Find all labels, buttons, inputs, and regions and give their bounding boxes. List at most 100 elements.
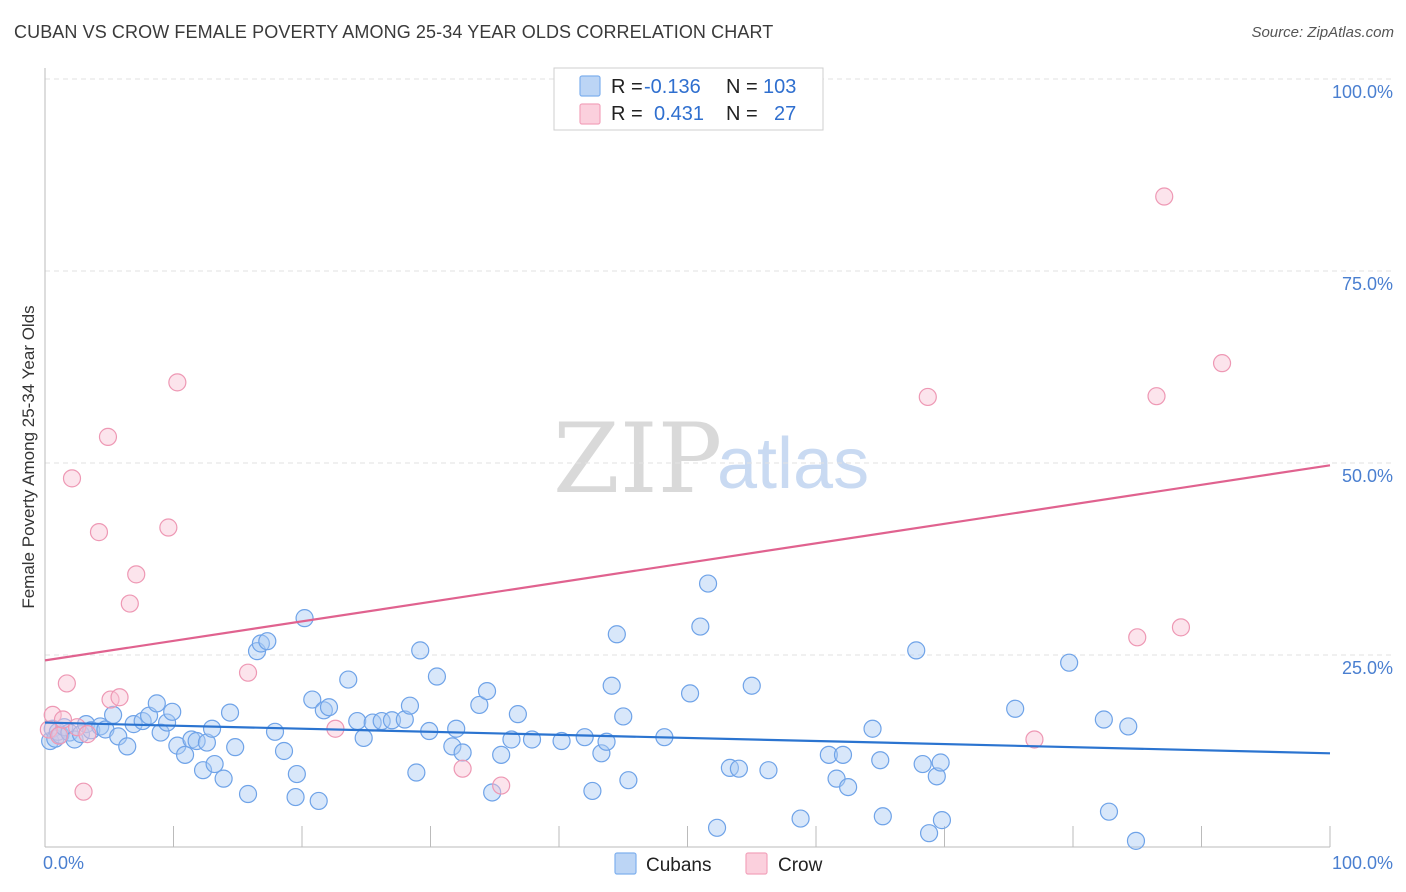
cubans-point xyxy=(1126,831,1146,850)
cubans-point xyxy=(791,809,810,828)
cubans-point xyxy=(295,609,314,628)
cubans-point xyxy=(411,641,430,660)
cubans-point xyxy=(508,705,527,724)
cubans-point xyxy=(400,696,420,715)
y-axis-label: Female Poverty Among 25-34 Year Olds xyxy=(19,305,38,608)
cubans-point xyxy=(303,690,322,709)
x-tick-label-min: 0.0% xyxy=(43,853,84,873)
bottom-legend-swatch-crow xyxy=(745,852,768,875)
crow-point xyxy=(57,674,76,693)
cubans-point xyxy=(927,767,946,786)
crow-point xyxy=(89,523,109,542)
cubans-point xyxy=(614,707,633,726)
cubans-point xyxy=(205,754,224,774)
cubans-point xyxy=(354,728,373,748)
crow-point xyxy=(168,373,187,392)
cubans-point xyxy=(919,824,939,843)
cubans-point xyxy=(729,759,749,778)
series-crow-points xyxy=(39,187,1232,801)
cubans-point xyxy=(907,641,926,660)
cubans-point xyxy=(118,737,137,756)
legend-swatch-cubans xyxy=(579,75,601,97)
cubans-point xyxy=(680,684,700,703)
crow-point xyxy=(50,726,69,745)
watermark-zip: ZIP xyxy=(553,403,722,515)
cubans-point xyxy=(395,710,414,729)
x-axis-ticks xyxy=(173,826,1331,847)
crow-point xyxy=(62,469,82,488)
cubans-point xyxy=(443,737,462,756)
cubans-point xyxy=(193,761,213,780)
cubans-point xyxy=(742,676,761,695)
crow-point xyxy=(453,759,472,778)
legend-r-label-cubans: R = xyxy=(611,76,643,98)
cubans-point xyxy=(447,719,466,738)
cubans-point xyxy=(109,727,128,746)
crow-point xyxy=(1147,387,1166,406)
cubans-point xyxy=(238,784,258,804)
cubans-point xyxy=(707,818,727,837)
crow-point xyxy=(918,387,937,407)
cubans-point xyxy=(597,732,616,751)
bottom-legend-label-crow: Crow xyxy=(778,855,823,876)
crow-point xyxy=(1171,618,1191,637)
cubans-point xyxy=(287,764,306,784)
cubans-point xyxy=(157,713,177,732)
cubans-point xyxy=(931,753,950,772)
y-axis-tick-labels: 25.0% 50.0% 75.0% 100.0% xyxy=(1332,82,1393,678)
cubans-point xyxy=(470,695,489,715)
cubans-point xyxy=(151,723,170,742)
crow-point xyxy=(78,725,97,744)
cubans-point xyxy=(619,771,638,790)
cubans-point xyxy=(202,719,222,738)
cubans-point xyxy=(226,738,245,757)
cubans-point xyxy=(839,777,858,797)
cubans-point xyxy=(691,617,710,636)
series-cubans-points xyxy=(41,574,1146,850)
crow-trend-line xyxy=(44,464,1331,662)
cubans-point xyxy=(932,811,952,830)
cubans-point xyxy=(483,783,502,802)
y-tick-label: 100.0% xyxy=(1332,82,1393,102)
cubans-point xyxy=(197,733,217,752)
cubans-point xyxy=(552,731,571,751)
legend-r-label-crow: R = xyxy=(611,103,643,125)
crow-point xyxy=(74,782,93,801)
cubans-point xyxy=(175,745,195,764)
cubans-point xyxy=(339,670,358,689)
cubans-point xyxy=(698,574,718,593)
series-legend: Cubans Crow xyxy=(614,852,823,876)
cubans-point xyxy=(1099,802,1119,821)
legend-n-label-cubans: N = xyxy=(726,76,758,98)
legend-r-value-crow: 0.431 xyxy=(654,103,704,125)
crow-point xyxy=(98,427,118,446)
cubans-point xyxy=(833,745,853,764)
cubans-point xyxy=(220,703,240,722)
cubans-point xyxy=(104,705,123,725)
y-tick-label: 50.0% xyxy=(1342,466,1393,486)
cubans-point xyxy=(607,625,626,644)
crow-point xyxy=(39,720,58,739)
cubans-point xyxy=(319,698,339,717)
cubans-point xyxy=(382,711,402,730)
crow-point xyxy=(1155,187,1174,206)
cubans-point xyxy=(265,722,285,741)
cubans-point xyxy=(314,701,333,720)
cubans-point xyxy=(492,745,511,764)
crow-point xyxy=(1212,354,1232,373)
crow-point xyxy=(1128,628,1147,647)
cubans-point xyxy=(477,681,497,701)
legend-n-value-cubans: 103 xyxy=(763,76,796,98)
cubans-point xyxy=(309,791,328,811)
cubans-point xyxy=(214,769,233,788)
crow-point xyxy=(120,594,139,613)
gridlines xyxy=(45,78,1393,656)
cubans-point xyxy=(427,667,447,686)
cubans-point xyxy=(873,807,892,826)
cubans-point xyxy=(819,745,838,764)
cubans-trend-line xyxy=(44,721,1331,755)
cubans-point xyxy=(913,754,932,774)
legend-n-label-crow: N = xyxy=(726,103,758,125)
bottom-legend-label-cubans: Cubans xyxy=(646,855,712,876)
